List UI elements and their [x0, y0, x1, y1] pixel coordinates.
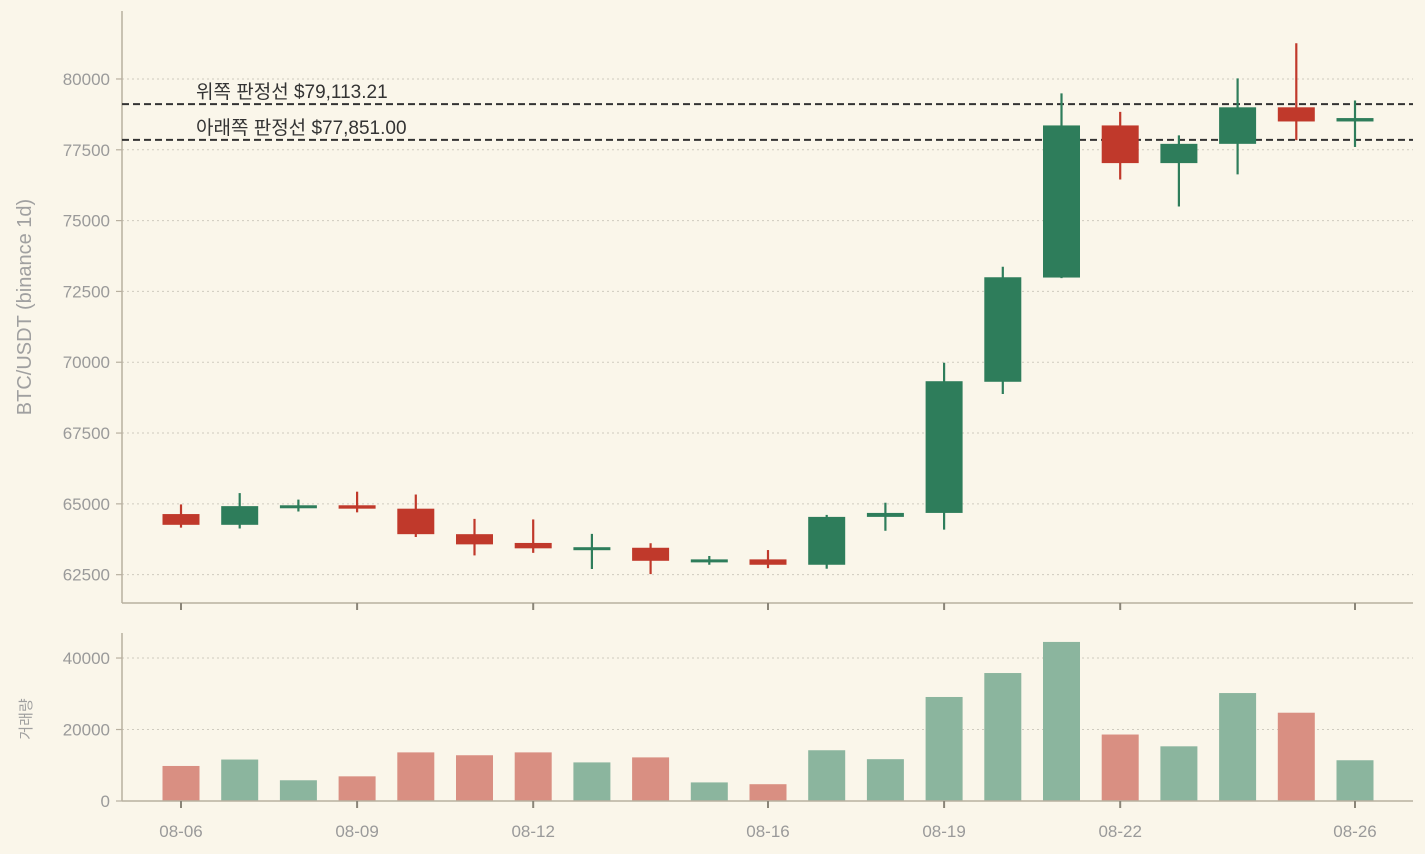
candle-body — [1219, 107, 1257, 144]
candle-body — [749, 559, 787, 565]
price-y-axis-title: BTC/USDT (binance 1d) — [14, 199, 36, 415]
candle-body — [1160, 143, 1198, 164]
xtick-label: 08-16 — [746, 822, 789, 841]
volume-ytick-label: 40000 — [63, 649, 110, 668]
volume-bar — [221, 759, 259, 801]
candle — [1101, 111, 1139, 180]
xtick-label: 08-19 — [922, 822, 965, 841]
candle — [925, 362, 963, 530]
candle-body — [690, 559, 728, 563]
candle-body — [866, 512, 904, 517]
candle-body — [514, 542, 552, 549]
candle-body — [1277, 107, 1315, 122]
candle — [1160, 135, 1198, 207]
candle — [984, 266, 1022, 394]
candle-body — [984, 277, 1022, 382]
candle-body — [573, 547, 611, 551]
candle-body — [808, 516, 846, 565]
price-ytick-label: 75000 — [63, 212, 110, 231]
candle — [1277, 43, 1315, 141]
candle — [808, 514, 846, 569]
candle — [514, 519, 552, 553]
candle — [749, 550, 787, 569]
volume-bar — [456, 755, 493, 801]
volume-bar — [866, 759, 904, 801]
price-ytick-label: 77500 — [63, 141, 110, 160]
xtick-label: 08-22 — [1098, 822, 1141, 841]
level-label: 위쪽 판정선 $79,113.21 — [196, 81, 388, 103]
candle — [162, 504, 200, 528]
candle-body — [1336, 118, 1374, 122]
candle — [456, 518, 493, 556]
candle — [221, 493, 259, 529]
price-ytick-label: 80000 — [63, 70, 110, 89]
volume-bar — [162, 765, 200, 801]
volume-bar — [1336, 760, 1374, 801]
candle — [1336, 100, 1374, 147]
volume-bar — [1219, 693, 1257, 801]
candle-body — [925, 381, 963, 513]
volume-ytick-label: 20000 — [63, 721, 110, 740]
candle-body — [397, 508, 435, 535]
volume-bar — [1101, 734, 1139, 801]
candle — [632, 543, 670, 575]
candle-body — [279, 505, 317, 509]
candle — [690, 555, 728, 565]
candle — [866, 502, 904, 531]
volume-bar — [279, 780, 317, 801]
volume-bar — [1277, 712, 1315, 801]
volume-bar — [925, 696, 963, 801]
volume-bar — [690, 782, 728, 801]
candle-body — [456, 534, 493, 545]
candle-body — [338, 505, 376, 509]
volume-bar — [749, 784, 787, 801]
xtick-label: 08-09 — [335, 822, 378, 841]
price-ytick-label: 70000 — [63, 353, 110, 372]
volume-bar — [632, 757, 670, 801]
xtick-label: 08-12 — [511, 822, 554, 841]
price-ytick-label: 62500 — [63, 566, 110, 585]
volume-bar — [984, 673, 1022, 801]
candle — [338, 491, 376, 513]
volume-bar — [514, 752, 552, 801]
candle — [573, 533, 611, 570]
volume-y-axis-title: 거래량 — [18, 698, 35, 740]
volume-bar — [1160, 746, 1198, 801]
price-panel: 62500 65000 67500 70000 72500 75000 77500 80000… — [14, 11, 1413, 610]
xtick-label: 08-06 — [159, 822, 202, 841]
candle — [1219, 78, 1257, 175]
candle-body — [221, 506, 259, 525]
xtick-label: 08-26 — [1333, 822, 1376, 841]
price-ytick-label: 67500 — [63, 424, 110, 443]
volume-bar — [573, 762, 611, 801]
volume-bar — [808, 750, 846, 801]
volume-panel: 0 20000 40000 08-06 08-09 08-12 08-16 08-19 08-2… — [18, 633, 1413, 841]
candle-body — [632, 547, 670, 561]
level-label: 아래쪽 판정선 $77,851.00 — [196, 117, 407, 139]
candle — [279, 499, 317, 512]
volume-ytick-label: 0 — [101, 792, 110, 811]
candle — [397, 494, 435, 538]
candle — [1043, 93, 1080, 279]
volume-bar — [1043, 641, 1080, 801]
volume-bar — [338, 776, 376, 801]
candle-body — [1043, 125, 1080, 278]
price-ytick-label: 72500 — [63, 282, 110, 301]
volume-bar — [397, 752, 435, 801]
price-ytick-label: 65000 — [63, 495, 110, 514]
candle-body — [1101, 125, 1139, 164]
candle-body — [162, 514, 200, 525]
